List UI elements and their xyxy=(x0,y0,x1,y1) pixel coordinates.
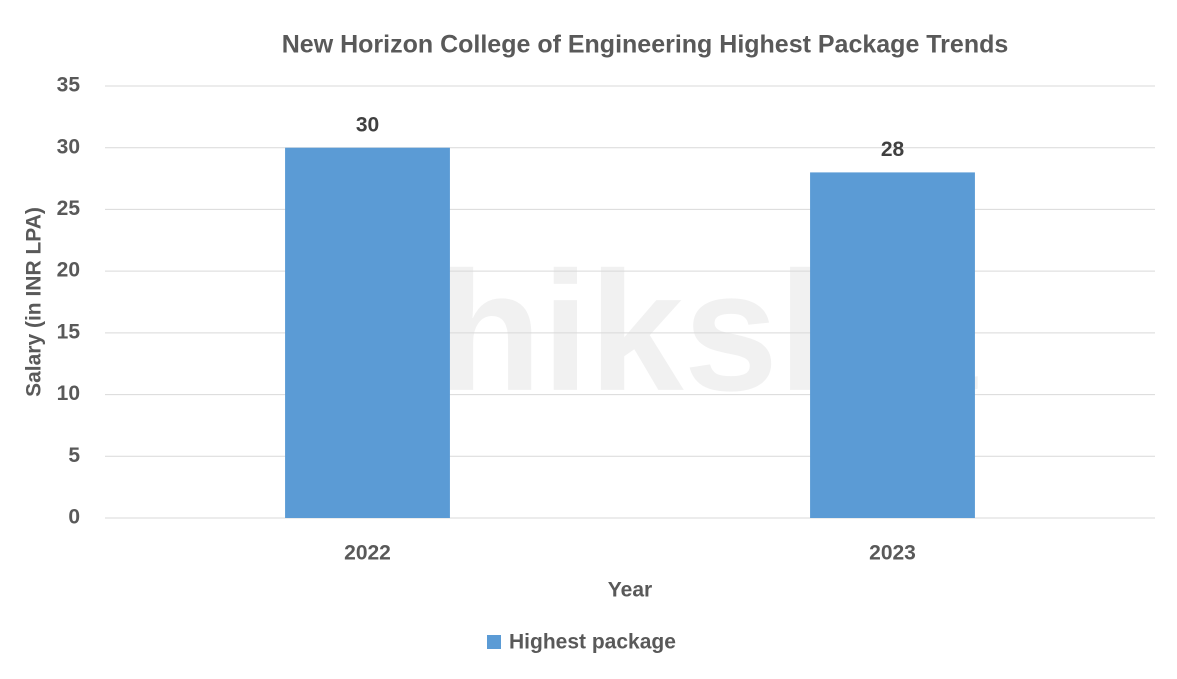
y-tick-label: 25 xyxy=(57,197,81,220)
legend-label: Highest package xyxy=(509,631,676,654)
y-axis-label: Salary (in INR LPA) xyxy=(23,207,46,397)
x-tick-label: 2023 xyxy=(869,542,916,565)
y-tick-label: 20 xyxy=(57,259,80,282)
data-label: 30 xyxy=(356,113,379,136)
x-tick-label: 2022 xyxy=(344,542,391,565)
data-label: 28 xyxy=(881,138,905,161)
y-tick-label: 30 xyxy=(57,135,80,158)
y-tick-label: 0 xyxy=(68,506,80,529)
y-tick-label: 35 xyxy=(57,74,81,97)
legend-swatch xyxy=(487,635,501,649)
y-tick-label: 15 xyxy=(57,320,81,343)
chart-title: New Horizon College of Engineering Highe… xyxy=(282,31,1009,59)
bar xyxy=(285,147,450,518)
y-tick-label: 5 xyxy=(68,444,80,467)
x-axis-label: Year xyxy=(608,579,652,602)
y-tick-label: 10 xyxy=(57,382,80,405)
bar xyxy=(810,172,975,518)
